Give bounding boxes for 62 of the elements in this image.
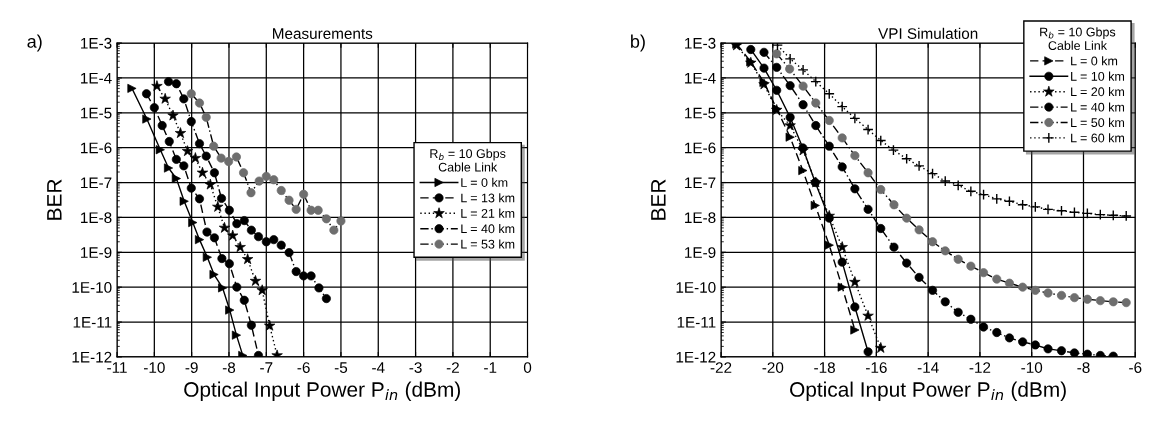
- y-tick-label: 1E-12: [72, 351, 112, 363]
- x-tick-label: -9: [185, 362, 198, 373]
- x-tick-label: -22: [710, 362, 732, 373]
- x-tick-label: -5: [334, 362, 348, 373]
- legend-label: L = 0 km: [461, 177, 508, 187]
- text: b): [631, 34, 645, 52]
- legend-label: L = 21 km: [461, 208, 515, 218]
- legend-title: R$_{b}$ = 10 Gbps Cable Link: [430, 148, 506, 172]
- y-tick-label: 1E-5: [685, 107, 716, 119]
- y-tick-label: 1E-5: [81, 107, 112, 119]
- x-tick-label: -12: [969, 362, 991, 373]
- legend-label: L = 60 km: [1071, 133, 1125, 143]
- legend-label: L = 50 km: [1071, 117, 1125, 127]
- x-tick-label: -6: [1129, 362, 1142, 373]
- x-tick-label: -18: [814, 362, 835, 373]
- x-tick-label: 0: [523, 362, 532, 373]
- chart-title: VPI Simulation: [878, 27, 978, 39]
- y-tick-label: 1E-4: [685, 72, 716, 84]
- y-tick-label: 1E-6: [685, 142, 716, 154]
- x-tick-label: -2: [446, 362, 459, 373]
- x-tick-label: -14: [917, 362, 939, 373]
- x-axis-title: Optical Input Power P$_{in}$ (dBm): [184, 381, 460, 401]
- legend-label: L = 40 km: [461, 224, 515, 234]
- y-tick-label: 1E-11: [73, 317, 112, 328]
- x-tick-label: -6: [297, 362, 310, 373]
- legend-label: L = 13 km: [461, 193, 515, 203]
- y-tick-label: 1E-12: [676, 351, 716, 363]
- x-tick-label: -8: [1077, 362, 1090, 373]
- y-tick-label: 1E-8: [685, 212, 716, 224]
- y-tick-label: 1E-7: [81, 177, 112, 189]
- x-tick-label: -16: [866, 362, 887, 373]
- legend-label: L = 40 km: [1071, 102, 1125, 112]
- y-tick-label: 1E-3: [81, 37, 112, 49]
- y-tick-label: 1E-9: [81, 247, 112, 258]
- y-axis-title: BER: [47, 179, 62, 220]
- y-tick-label: 1E-3: [685, 37, 716, 49]
- legend-label: L = 20 km: [1071, 87, 1125, 97]
- x-tick-label: -8: [222, 362, 236, 373]
- x-tick-label: -10: [143, 362, 165, 373]
- x-tick-label: -11: [107, 362, 127, 373]
- y-tick-label: 1E-11: [677, 317, 716, 328]
- x-tick-label: -7: [260, 362, 273, 373]
- legend-label: L = 0 km: [1071, 56, 1118, 66]
- y-tick-label: 1E-9: [685, 247, 716, 258]
- x-tick-label: -10: [1021, 362, 1043, 373]
- legend-label: L = 53 km: [461, 239, 515, 249]
- y-tick-label: 1E-4: [81, 72, 112, 84]
- x-axis-title: Optical Input Power P$_{in}$ (dBm): [790, 381, 1066, 401]
- y-tick-label: 1E-6: [81, 142, 112, 154]
- y-tick-label: 1E-10: [676, 282, 716, 293]
- x-tick-label: -1: [484, 362, 497, 373]
- text: a): [27, 34, 42, 52]
- y-axis-title: BER: [651, 179, 666, 220]
- y-tick-label: 1E-10: [72, 282, 112, 293]
- x-tick-label: -20: [762, 362, 784, 373]
- y-tick-label: 1E-7: [685, 177, 716, 189]
- y-tick-label: 1E-8: [81, 212, 112, 224]
- x-tick-label: -3: [409, 362, 422, 373]
- legend-label: L = 10 km: [1071, 71, 1125, 81]
- chart-title: Measurements: [273, 28, 373, 39]
- x-tick-label: -4: [372, 362, 385, 373]
- legend-title: R$_{b}$ = 10 Gbps Cable Link: [1040, 27, 1116, 50]
